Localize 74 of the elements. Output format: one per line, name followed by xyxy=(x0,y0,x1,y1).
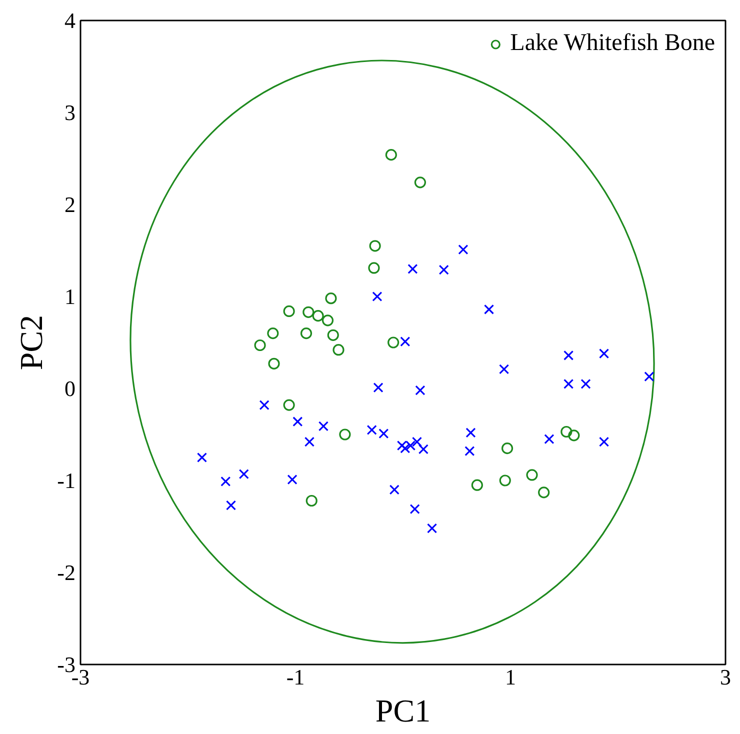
point xyxy=(378,428,389,439)
point xyxy=(568,430,580,442)
point xyxy=(332,344,344,356)
point xyxy=(580,378,591,389)
point xyxy=(226,500,236,510)
point xyxy=(287,474,298,485)
point xyxy=(322,314,334,326)
point xyxy=(259,400,270,410)
point xyxy=(464,446,475,456)
point xyxy=(388,336,400,348)
point xyxy=(238,469,249,480)
point xyxy=(458,244,468,255)
point xyxy=(484,304,494,314)
point xyxy=(300,328,312,340)
x-tick-label: -1 xyxy=(286,664,305,690)
point xyxy=(598,436,610,447)
point xyxy=(560,426,572,438)
point xyxy=(369,240,381,252)
point xyxy=(598,348,610,359)
point xyxy=(526,469,538,481)
y-tick-label: -2 xyxy=(57,560,76,585)
point xyxy=(283,399,295,411)
point xyxy=(564,350,574,360)
point xyxy=(471,479,483,491)
point xyxy=(544,434,554,444)
y-tick-label: -1 xyxy=(57,468,76,493)
point xyxy=(400,336,410,347)
point xyxy=(466,428,476,438)
point xyxy=(366,424,377,435)
x-axis-title: PC1 xyxy=(375,692,431,728)
point xyxy=(267,328,279,340)
y-tick-label: 3 xyxy=(64,100,76,125)
point xyxy=(538,486,550,498)
y-tick-label: 0 xyxy=(64,376,76,401)
point xyxy=(220,476,231,486)
point xyxy=(415,385,426,396)
point xyxy=(385,149,397,161)
point xyxy=(372,291,382,302)
point xyxy=(438,264,449,275)
point xyxy=(312,310,324,322)
point xyxy=(196,452,208,463)
point xyxy=(318,421,328,432)
point xyxy=(418,444,428,454)
point xyxy=(302,306,314,318)
point xyxy=(501,442,514,454)
point xyxy=(306,494,318,507)
point xyxy=(644,371,654,382)
point xyxy=(327,329,339,341)
point xyxy=(283,305,295,318)
point xyxy=(412,436,422,447)
x-tick-label: 3 xyxy=(720,664,731,690)
y-tick-label: 2 xyxy=(64,192,76,217)
point xyxy=(304,436,315,447)
point xyxy=(389,484,400,495)
point xyxy=(426,523,438,534)
point xyxy=(325,292,337,304)
point xyxy=(499,474,511,486)
x-tick-label: 1 xyxy=(505,664,516,690)
point xyxy=(339,428,351,440)
point xyxy=(373,382,384,393)
point xyxy=(268,358,280,370)
y-axis-title: PC2 xyxy=(13,314,50,370)
point xyxy=(368,262,380,274)
point xyxy=(408,264,418,274)
point xyxy=(254,339,266,352)
point xyxy=(292,416,303,427)
y-tick-label: 1 xyxy=(64,284,76,309)
y-tick-label: 4 xyxy=(64,8,76,33)
point xyxy=(414,176,426,188)
legend-label: Lake Whitefish Bone xyxy=(510,30,715,57)
point xyxy=(400,443,410,454)
point xyxy=(410,504,420,514)
point xyxy=(564,378,574,389)
point xyxy=(499,364,510,374)
